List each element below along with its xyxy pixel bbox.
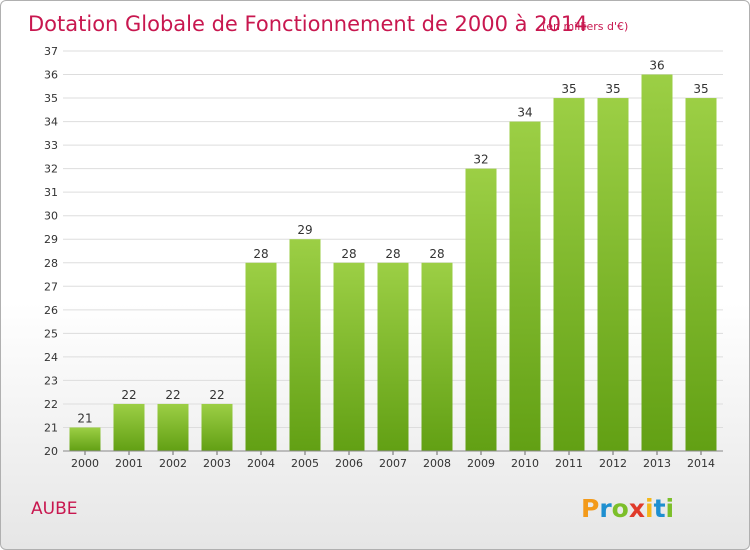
y-tick-20: 20	[44, 445, 58, 458]
value-label-2004: 28	[253, 247, 268, 261]
value-label-2014: 35	[693, 82, 708, 96]
x-tick-2001: 2001	[115, 457, 143, 470]
value-label-2006: 28	[341, 247, 356, 261]
bar-2013	[641, 74, 673, 451]
value-label-2007: 28	[385, 247, 400, 261]
bars	[69, 74, 717, 452]
bar-2002	[157, 403, 189, 451]
value-label-2010: 34	[517, 106, 532, 120]
bar-2006	[333, 262, 365, 451]
bar-2008	[421, 262, 453, 451]
x-tick-2003: 2003	[203, 457, 231, 470]
x-axis-ticks: 2000 2001 2002 2003 2004 2005 2006 2007 2008 2009…	[71, 451, 715, 470]
x-tick-2002: 2002	[159, 457, 187, 470]
y-tick-23: 23	[44, 374, 58, 387]
commune-name: AUBE	[31, 499, 77, 519]
bar-2004	[245, 262, 277, 451]
y-tick-29: 29	[44, 233, 58, 246]
chart-title: Dotation Globale de Fonctionnement de 20…	[28, 12, 588, 36]
y-tick-32: 32	[44, 163, 58, 176]
y-tick-35: 35	[44, 92, 58, 105]
x-tick-2010: 2010	[511, 457, 539, 470]
bar-2011	[553, 98, 585, 451]
x-tick-2006: 2006	[335, 457, 363, 470]
y-tick-37: 37	[44, 45, 58, 58]
value-label-2013: 36	[649, 59, 664, 73]
x-tick-2005: 2005	[291, 457, 319, 470]
x-tick-2007: 2007	[379, 457, 407, 470]
y-tick-24: 24	[44, 351, 58, 364]
y-tick-27: 27	[44, 280, 58, 293]
value-label-2011: 35	[561, 82, 576, 96]
value-label-2008: 28	[429, 247, 444, 261]
y-tick-33: 33	[44, 139, 58, 152]
y-tick-25: 25	[44, 327, 58, 340]
value-label-2003: 22	[209, 388, 224, 402]
logo-letter-3: x	[629, 494, 645, 523]
value-label-2012: 35	[605, 82, 620, 96]
value-label-2002: 22	[165, 388, 180, 402]
bar-2014	[685, 98, 717, 451]
logo-letter-5: t	[654, 494, 666, 523]
bar-2003	[201, 403, 233, 451]
y-axis-ticks: 20 21 22 23 24 25 26 27 28 29 30 31 32 33 34 35 36 37	[44, 45, 58, 458]
y-tick-26: 26	[44, 304, 58, 317]
value-label-2005: 29	[297, 223, 312, 237]
value-labels: 21 22 22 22 28 29 28 28 28 32 34 35 35 36 35	[77, 59, 708, 426]
x-tick-2011: 2011	[555, 457, 583, 470]
proxiti-logo: Proxiti	[581, 494, 674, 523]
bar-2005	[289, 239, 321, 451]
y-tick-28: 28	[44, 257, 58, 270]
y-tick-31: 31	[44, 186, 58, 199]
y-tick-30: 30	[44, 210, 58, 223]
bar-2007	[377, 262, 409, 451]
bar-2001	[113, 403, 145, 451]
x-tick-2013: 2013	[643, 457, 671, 470]
chart-subtitle: (en milliers d'€)	[542, 20, 628, 33]
y-tick-36: 36	[44, 69, 58, 82]
bar-2010	[509, 121, 541, 452]
bar-2009	[465, 168, 497, 451]
bar-2012	[597, 98, 629, 451]
x-tick-2014: 2014	[687, 457, 715, 470]
x-tick-2012: 2012	[599, 457, 627, 470]
logo-letter-0: P	[581, 494, 599, 523]
value-label-2009: 32	[473, 153, 488, 167]
x-tick-2000: 2000	[71, 457, 99, 470]
logo-letter-4: i	[645, 494, 654, 523]
logo-letter-1: r	[599, 494, 612, 523]
x-tick-2009: 2009	[467, 457, 495, 470]
y-tick-34: 34	[44, 116, 58, 129]
y-tick-22: 22	[44, 398, 58, 411]
value-label-2000: 21	[77, 411, 92, 425]
logo-letter-2: o	[612, 494, 629, 523]
bar-2000	[69, 427, 101, 451]
y-tick-21: 21	[44, 421, 58, 434]
logo-letter-6: i	[666, 494, 675, 523]
value-label-2001: 22	[121, 388, 136, 402]
x-tick-2004: 2004	[247, 457, 275, 470]
x-tick-2008: 2008	[423, 457, 451, 470]
